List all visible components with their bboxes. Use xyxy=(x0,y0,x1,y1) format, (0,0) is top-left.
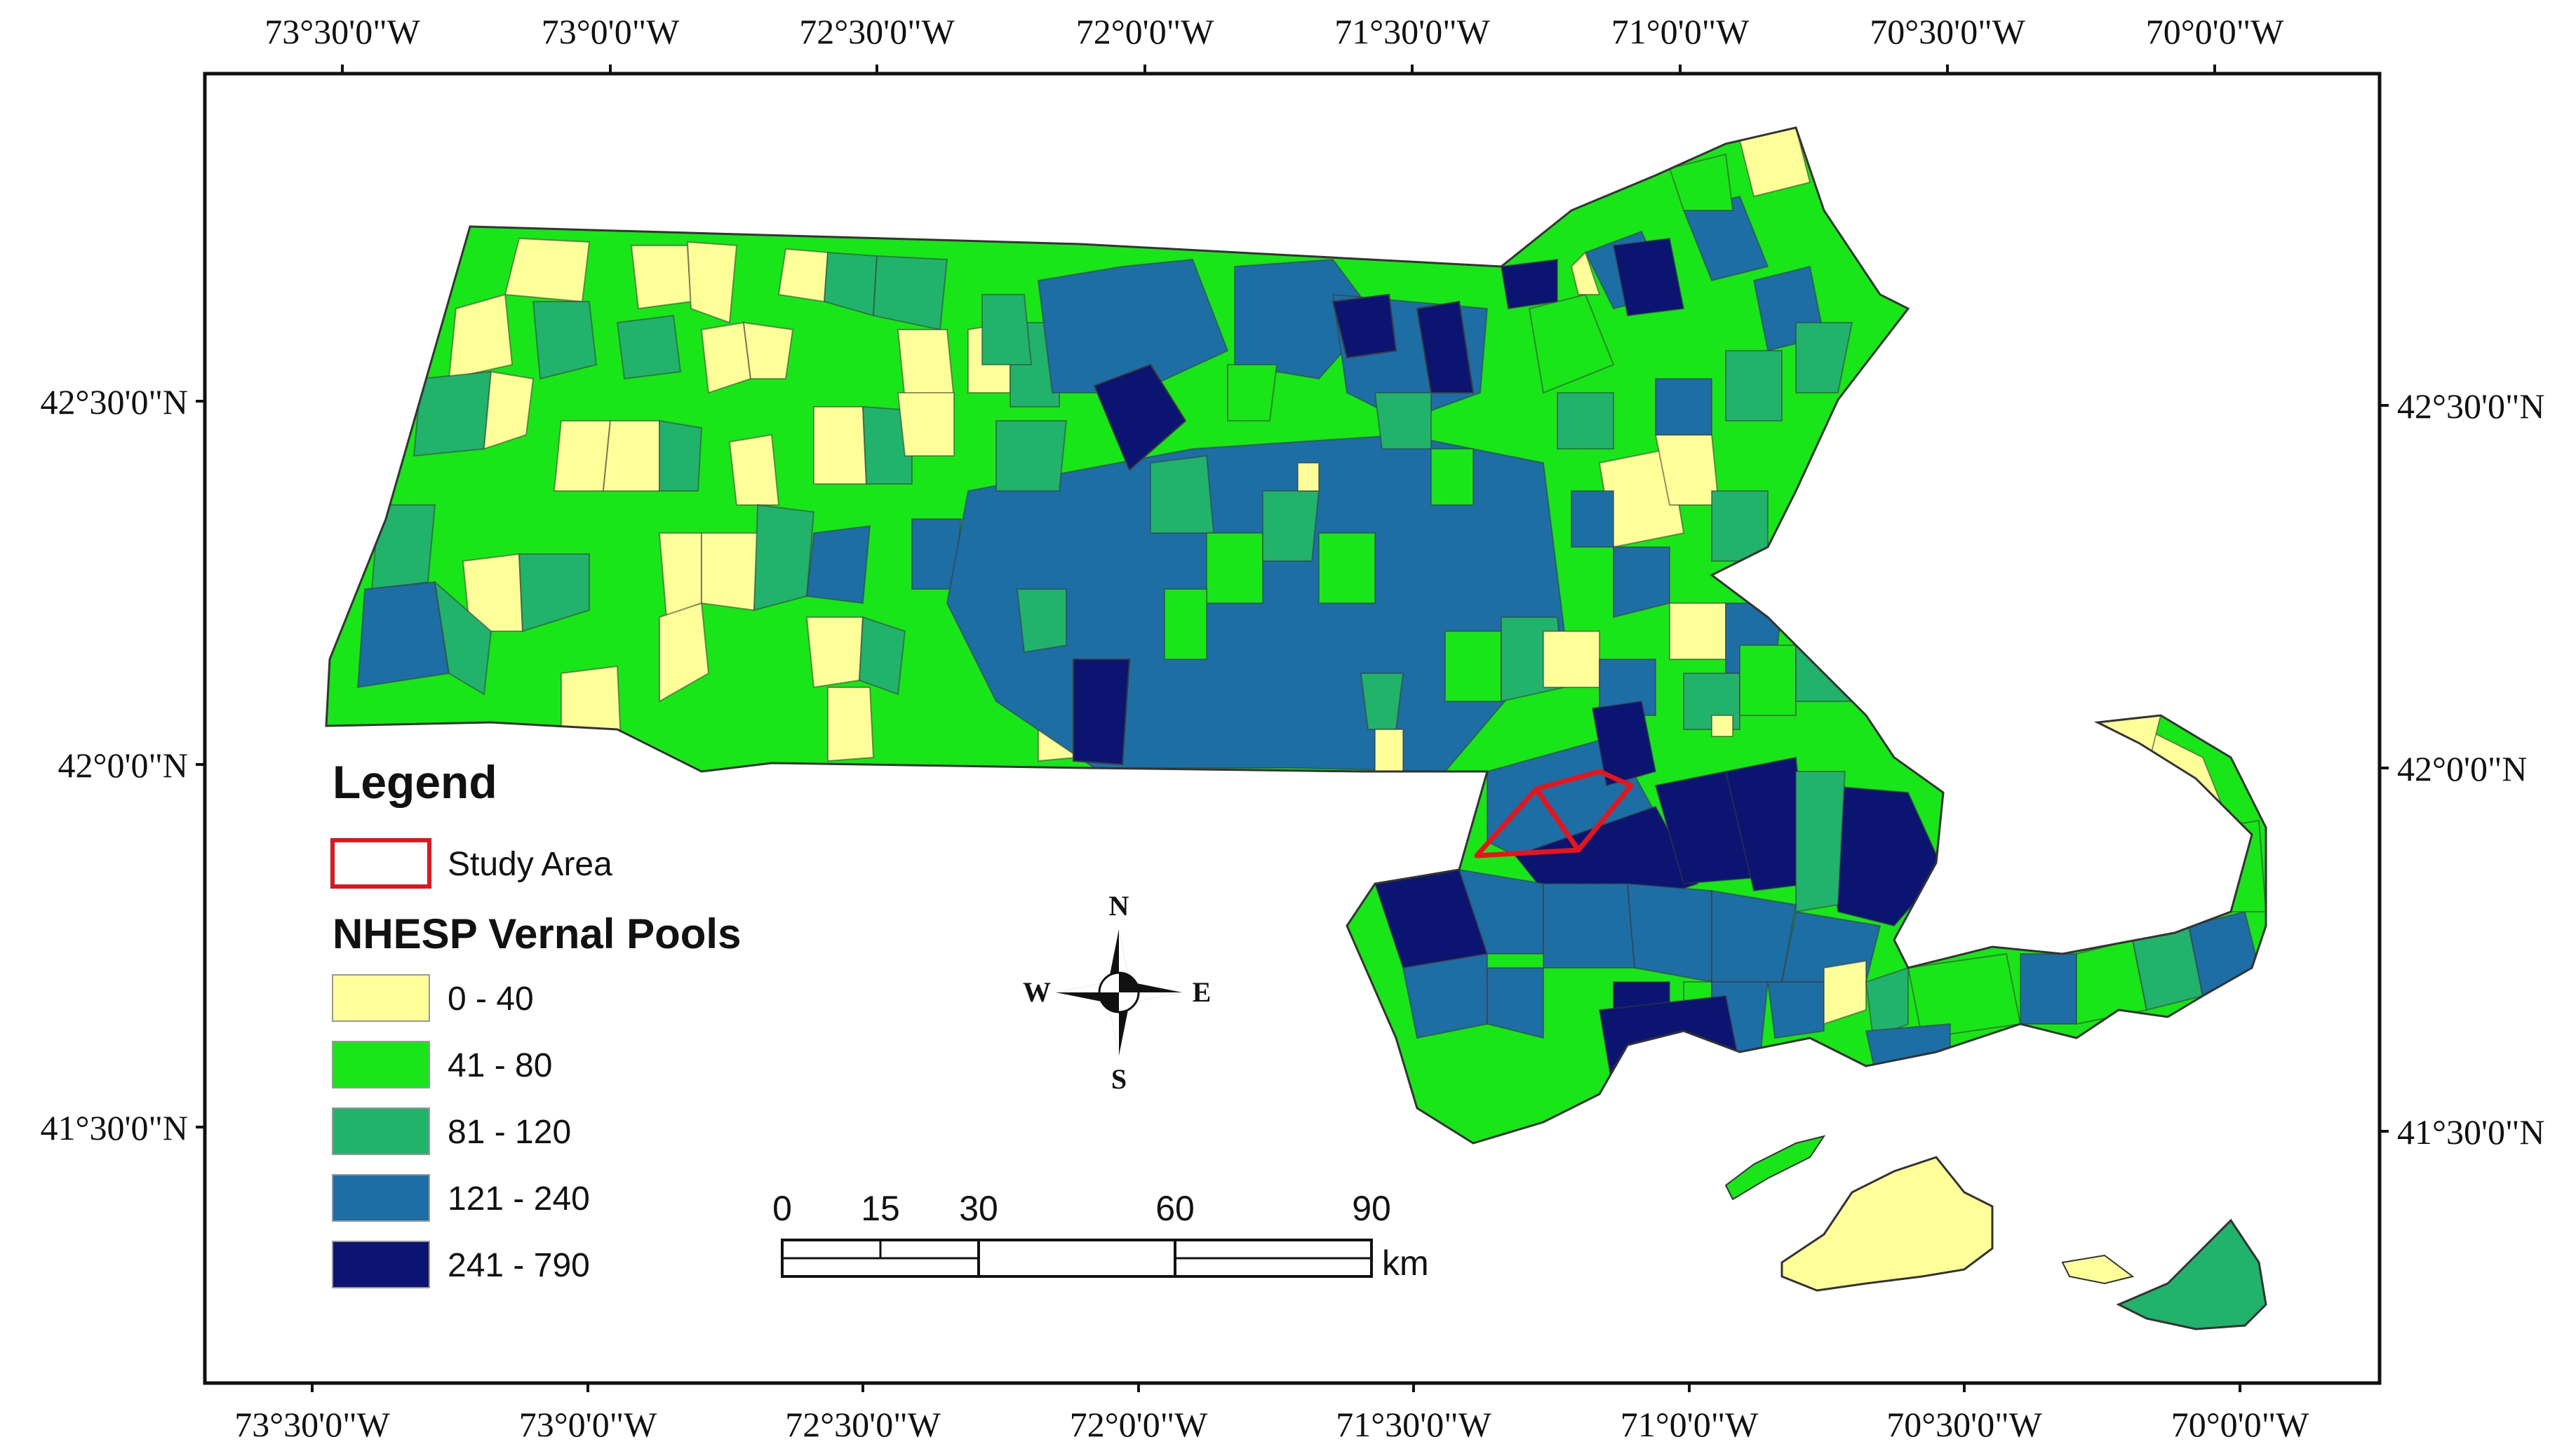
lon-ticks-top xyxy=(341,65,2216,74)
lon-label: 73°0'0"W xyxy=(542,12,680,51)
scale-unit-label: km xyxy=(1382,1243,1429,1283)
compass-w-label: W xyxy=(1023,976,1051,1008)
lat-ticks xyxy=(196,400,2389,1133)
legend-swatch-121-240 xyxy=(332,1174,430,1222)
lon-label: 72°30'0"W xyxy=(799,12,955,51)
scale-tick-label: 90 xyxy=(1352,1189,1391,1228)
legend-swatch-241-790 xyxy=(332,1241,430,1288)
lat-label: 42°0'0"N xyxy=(2397,749,2528,788)
legend-swatch-0-40 xyxy=(332,974,430,1022)
lon-label: 73°0'0"W xyxy=(519,1405,657,1444)
lon-labels-bottom: 73°30'0"W 73°0'0"W 72°30'0"W 72°0'0"W 71… xyxy=(234,1405,2309,1444)
legend: Legend Study Area NHESP Vernal Pools 0 -… xyxy=(330,756,741,1288)
lon-label: 70°30'0"W xyxy=(1886,1405,2042,1444)
lon-label: 70°0'0"W xyxy=(2171,1405,2309,1444)
lat-label: 42°30'0"N xyxy=(40,382,188,422)
legend-label: 0 - 40 xyxy=(448,980,534,1018)
lon-label: 72°0'0"W xyxy=(1076,12,1214,51)
north-arrow-icon xyxy=(1056,929,1182,1056)
nantucket-island xyxy=(2116,1218,2267,1330)
study-area-label: Study Area xyxy=(448,846,612,883)
lon-label: 71°0'0"W xyxy=(1621,1405,1759,1444)
lon-label: 70°0'0"W xyxy=(2146,12,2284,51)
lat-label: 41°30'0"N xyxy=(2397,1112,2545,1152)
lat-label: 41°30'0"N xyxy=(40,1108,188,1147)
marthas-vineyard-island xyxy=(1780,1156,1994,1292)
scale-tick-label: 30 xyxy=(959,1189,998,1228)
massachusetts-outline xyxy=(325,126,2267,1145)
elizabeth-islands xyxy=(1724,1135,1826,1201)
lon-labels-top: 73°30'0"W 73°0'0"W 72°30'0"W 72°0'0"W 71… xyxy=(264,12,2284,51)
legend-label: 41 - 80 xyxy=(448,1047,552,1084)
lon-label: 73°30'0"W xyxy=(264,12,420,51)
study-area-outline xyxy=(1474,769,1634,858)
scale-tick-label: 15 xyxy=(861,1189,900,1228)
lat-label: 42°30'0"N xyxy=(2397,386,2545,426)
lon-ticks-bottom xyxy=(311,1383,2241,1392)
lon-label: 71°30'0"W xyxy=(1336,1405,1491,1444)
legend-label: 121 - 240 xyxy=(448,1180,590,1218)
legend-swatch-41-80 xyxy=(332,1041,430,1088)
lon-label: 71°0'0"W xyxy=(1611,12,1750,51)
lon-label: 73°30'0"W xyxy=(234,1405,390,1444)
scale-bar xyxy=(781,1239,1373,1278)
map-frame xyxy=(203,72,2382,1385)
legend-label: 81 - 120 xyxy=(448,1114,571,1151)
scale-tick-label: 60 xyxy=(1155,1189,1195,1228)
massachusetts-mainland xyxy=(326,128,2266,1143)
study-area-swatch xyxy=(330,838,431,889)
lat-labels-right: 42°30'0"N 42°0'0"N 41°30'0"N xyxy=(2397,386,2545,1152)
legend-swatch-81-120 xyxy=(332,1107,430,1155)
legend-title: Legend xyxy=(333,756,497,808)
lon-label: 70°30'0"W xyxy=(1870,12,2025,51)
lon-label: 72°30'0"W xyxy=(785,1405,941,1444)
lat-label: 42°0'0"N xyxy=(58,746,188,785)
legend-pools-title: NHESP Vernal Pools xyxy=(333,910,741,957)
lon-label: 71°30'0"W xyxy=(1334,12,1490,51)
legend-label: 241 - 790 xyxy=(448,1247,590,1284)
lon-label: 72°0'0"W xyxy=(1070,1405,1208,1444)
lat-labels-left: 42°30'0"N 42°0'0"N 41°30'0"N xyxy=(40,382,188,1147)
compass-e-label: E xyxy=(1193,976,1212,1008)
compass-n-label: N xyxy=(1109,890,1129,922)
compass-s-label: S xyxy=(1111,1063,1127,1095)
nantucket-tip xyxy=(2061,1254,2135,1285)
scale-tick-label: 0 xyxy=(772,1189,792,1228)
